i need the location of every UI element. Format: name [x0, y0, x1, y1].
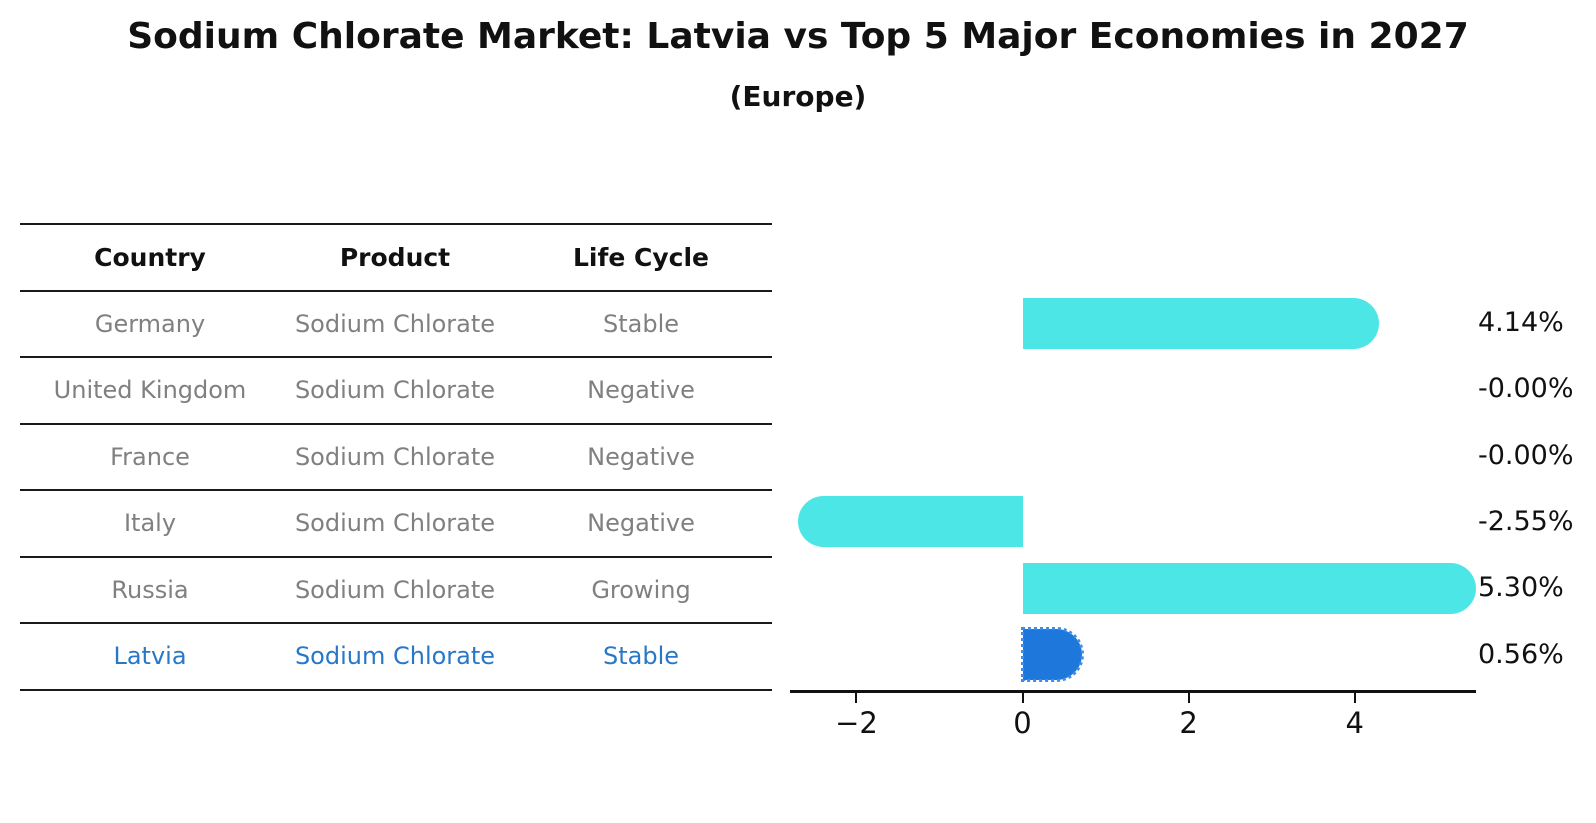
table-row: United Kingdom Sodium Chlorate Negative [20, 356, 772, 423]
x-axis-line [790, 690, 1476, 693]
cell-product: Sodium Chlorate [294, 575, 496, 604]
cell-product: Sodium Chlorate [294, 309, 496, 338]
cell-product: Sodium Chlorate [294, 442, 496, 471]
cell-life-cycle: Growing [591, 575, 691, 604]
cell-life-cycle: Negative [587, 376, 695, 405]
x-tick-mark [1021, 693, 1024, 703]
x-tick-mark [1187, 693, 1190, 703]
bar-value-label: 5.30% [1478, 572, 1564, 604]
table-row: Latvia Sodium Chlorate Stable [20, 622, 772, 689]
x-tick-mark [855, 693, 858, 703]
cell-life-cycle: Negative [587, 509, 695, 538]
column-header-life-cycle: Life Cycle [572, 242, 710, 272]
bar-value-label: -2.55% [1478, 505, 1574, 537]
bar-italy [797, 496, 1023, 548]
x-tick-label: 2 [1179, 706, 1198, 740]
cell-life-cycle: Stable [602, 309, 680, 338]
bar-plot-area: −2 0 2 4 [790, 270, 1476, 740]
bar-value-label: -0.00% [1478, 439, 1574, 471]
column-header-country: Country [94, 242, 206, 272]
bar-latvia [1020, 627, 1085, 682]
cell-product: Sodium Chlorate [294, 376, 496, 405]
table-row: Germany Sodium Chlorate Stable [20, 289, 772, 357]
table-row: France Sodium Chlorate Negative [20, 422, 772, 490]
cell-life-cycle: Stable [602, 642, 680, 671]
cell-product: Sodium Chlorate [294, 509, 496, 538]
chart-subtitle: (Europe) [729, 80, 867, 113]
cell-country: Russia [111, 575, 189, 604]
bar-russia [1022, 562, 1476, 614]
cell-life-cycle: Negative [587, 442, 695, 471]
x-tick-label: 0 [1013, 706, 1032, 740]
bar-value-label: 0.56% [1478, 638, 1564, 670]
cell-country: Italy [123, 509, 177, 538]
cell-country: Germany [94, 309, 206, 338]
x-tick-mark [1353, 693, 1356, 703]
cell-country: France [110, 442, 190, 471]
cell-product: Sodium Chlorate [294, 642, 496, 671]
cell-country: United Kingdom [53, 376, 247, 405]
bar-value-label: 4.14% [1478, 307, 1564, 338]
table-row: Italy Sodium Chlorate Negative [20, 489, 772, 556]
table-row: Russia Sodium Chlorate Growing [20, 555, 772, 623]
country-table: Country Product Life Cycle Germany Sodium Ch… [20, 223, 772, 691]
bar-value-label: -0.00% [1478, 373, 1574, 405]
x-tick-label: 4 [1345, 706, 1364, 740]
table-header-row: Country Product Life Cycle [20, 223, 772, 290]
cell-country: Latvia [113, 642, 187, 671]
x-tick-label: −2 [835, 706, 878, 740]
column-header-product: Product [339, 242, 451, 272]
bar-germany [1022, 297, 1380, 349]
chart-title: Sodium Chlorate Market: Latvia vs Top 5 … [127, 16, 1469, 57]
